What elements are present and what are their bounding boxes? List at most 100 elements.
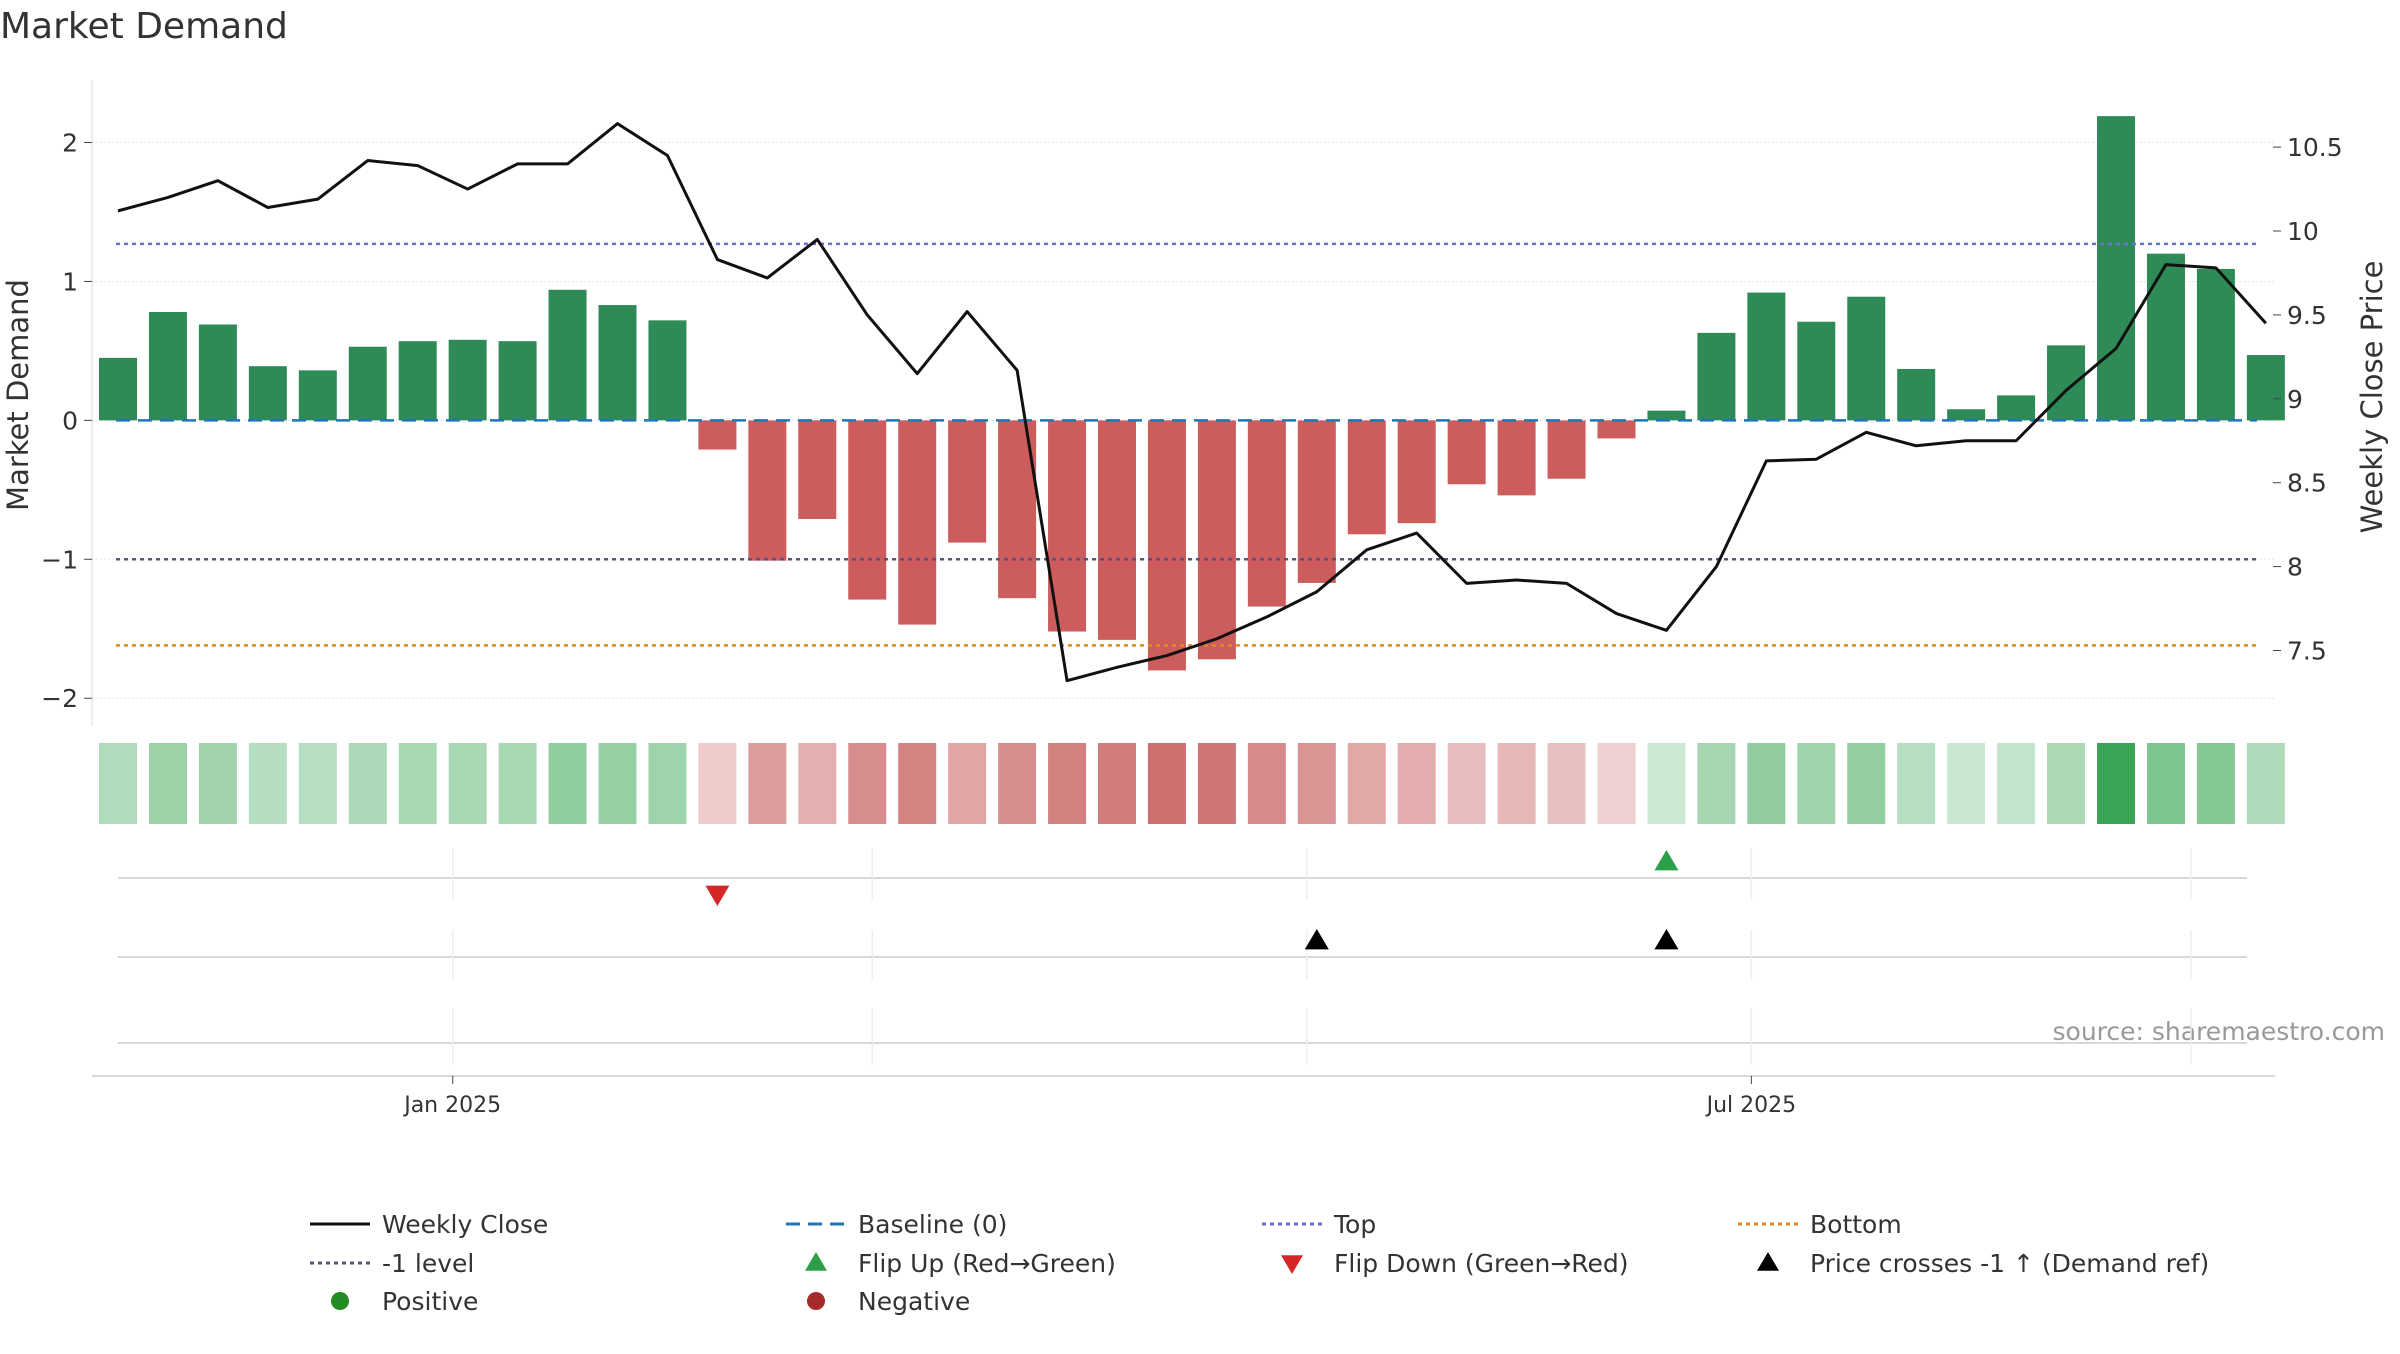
- right-tick-label: 8.5: [2287, 469, 2327, 498]
- heat-cell: [848, 743, 887, 824]
- demand-bar: [848, 420, 887, 600]
- demand-bar: [1997, 395, 2036, 421]
- legend-swatch: [1757, 1252, 1779, 1271]
- demand-bar: [898, 420, 937, 625]
- right-tick-label: 10: [2287, 217, 2319, 246]
- heat-cell: [1597, 743, 1636, 824]
- heat-cell: [1947, 743, 1986, 824]
- right-tick-label: 10.5: [2287, 133, 2343, 162]
- heat-cell: [1447, 743, 1486, 824]
- demand-bar: [498, 341, 537, 421]
- demand-bar: [1247, 420, 1286, 607]
- heat-cell: [598, 743, 637, 824]
- legend-swatch: [331, 1292, 349, 1310]
- x-tick-label: Jul 2025: [1705, 1093, 1797, 1118]
- legend-label: Price crosses -1 ↑ (Demand ref): [1810, 1249, 2209, 1278]
- demand-bar: [1847, 296, 1886, 421]
- demand-bar: [1797, 321, 1836, 421]
- demand-bar: [348, 346, 387, 421]
- left-tick-label: 1: [62, 267, 78, 296]
- heat-cell: [798, 743, 837, 824]
- left-axis-label: Market Demand: [1, 279, 35, 511]
- demand-bar: [1697, 332, 1736, 421]
- left-tick-label: 2: [62, 129, 78, 158]
- heat-cell: [1497, 743, 1536, 824]
- heat-cell: [898, 743, 937, 824]
- demand-bar: [648, 320, 687, 421]
- legend-item: Flip Down (Green→Red): [1281, 1249, 1629, 1278]
- heat-cell: [2047, 743, 2086, 824]
- legend-item: Positive: [331, 1287, 478, 1316]
- demand-bar: [1597, 420, 1636, 439]
- flip-down-marker: [705, 885, 730, 906]
- heat-cell: [1897, 743, 1936, 824]
- heat-cell: [1397, 743, 1436, 824]
- heat-cell: [298, 743, 337, 824]
- legend-label: Weekly Close: [382, 1210, 548, 1239]
- demand-bar: [698, 420, 737, 450]
- right-tick-label: 9: [2287, 385, 2303, 414]
- legend-swatch: [807, 1292, 825, 1310]
- heat-cell: [1647, 743, 1686, 824]
- demand-bar: [1897, 368, 1936, 421]
- heat-cell: [998, 743, 1037, 824]
- demand-bar: [1647, 410, 1686, 421]
- legend-label: Flip Up (Red→Green): [858, 1249, 1116, 1278]
- heat-cell: [548, 743, 587, 824]
- legend-item: Flip Up (Red→Green): [805, 1249, 1116, 1278]
- legend-item: -1 level: [310, 1249, 474, 1278]
- demand-bar: [198, 324, 237, 421]
- heat-cell: [248, 743, 287, 824]
- demand-bar: [2196, 268, 2235, 421]
- legend-item: Baseline (0): [786, 1210, 1007, 1239]
- demand-bar: [1747, 292, 1786, 421]
- demand-bar: [1197, 420, 1236, 660]
- heat-cell: [748, 743, 787, 824]
- flip-up-marker: [1654, 850, 1679, 871]
- source-note: source: sharemaestro.com: [2053, 1017, 2386, 1046]
- right-tick-label: 9.5: [2287, 301, 2327, 330]
- heat-cell: [2097, 743, 2135, 824]
- demand-bar: [298, 370, 337, 421]
- demand-bar: [798, 420, 837, 520]
- legend-label: Positive: [382, 1287, 478, 1316]
- demand-bar: [148, 312, 187, 421]
- heat-cell: [2246, 743, 2285, 824]
- legend-label: Flip Down (Green→Red): [1334, 1249, 1629, 1278]
- heat-cell: [99, 743, 137, 824]
- heat-cell: [1747, 743, 1786, 824]
- heat-cell: [148, 743, 187, 824]
- heat-cell: [348, 743, 387, 824]
- legend-label: Top: [1333, 1210, 1376, 1239]
- heat-cell: [398, 743, 437, 824]
- heat-cell: [1147, 743, 1186, 824]
- legend-item: Top: [1262, 1210, 1376, 1239]
- demand-bar: [1497, 420, 1536, 496]
- legend-label: Bottom: [1810, 1210, 1902, 1239]
- demand-bar: [1947, 409, 1986, 421]
- demand-bar: [1297, 420, 1336, 583]
- demand-bar: [598, 305, 637, 421]
- heat-cell: [1697, 743, 1736, 824]
- demand-bar: [948, 420, 987, 543]
- legend-swatch: [1281, 1255, 1303, 1274]
- heat-cell: [198, 743, 237, 824]
- heat-cell: [1997, 743, 2036, 824]
- demand-bar: [398, 341, 437, 421]
- x-tick-label: Jan 2025: [402, 1093, 501, 1118]
- heat-cell: [1247, 743, 1286, 824]
- demand-bar: [2047, 345, 2086, 421]
- left-tick-label: 0: [62, 406, 78, 435]
- heat-cell: [1847, 743, 1886, 824]
- heat-cell: [2196, 743, 2235, 824]
- heat-cell: [1297, 743, 1336, 824]
- legend-item: Weekly Close: [310, 1210, 548, 1239]
- demand-bar: [1397, 420, 1436, 524]
- demand-bar: [1547, 420, 1586, 479]
- left-tick-label: −1: [41, 545, 78, 574]
- legend-label: Negative: [858, 1287, 970, 1316]
- price-cross-marker: [1654, 929, 1679, 950]
- heat-cell: [498, 743, 537, 824]
- demand-bar: [2246, 355, 2285, 421]
